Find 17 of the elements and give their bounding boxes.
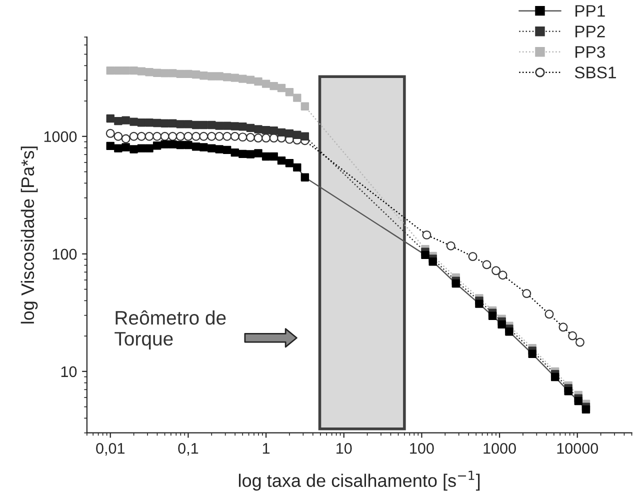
x-tick-label: 10000 bbox=[557, 442, 598, 454]
y-tick-label: 1000 bbox=[44, 131, 77, 142]
y-tick-label: 10 bbox=[61, 366, 77, 378]
legend-label: PP2 bbox=[576, 26, 605, 38]
annotation: Reômetro de Torque bbox=[114, 310, 226, 350]
x-tick-label: 0,01 bbox=[96, 442, 124, 456]
x-tick-label: 10 bbox=[336, 442, 352, 454]
x-tick-label: 1000 bbox=[484, 442, 516, 454]
x-tick-label: 100 bbox=[410, 442, 434, 454]
x-tick-label: 0,1 bbox=[178, 442, 198, 456]
x-axis-title: log taxa de cisalhamento [s$^{−1}$] bbox=[238, 470, 480, 491]
legend-label: PP3 bbox=[576, 46, 605, 58]
y-axis-title: log Viscosidade [Pa*s] bbox=[20, 146, 38, 324]
x-tick-label: 1 bbox=[262, 443, 270, 454]
y-tick-label: 100 bbox=[52, 248, 77, 260]
legend-label: PP1 bbox=[576, 5, 605, 17]
legend-label: SBS1 bbox=[574, 66, 616, 78]
